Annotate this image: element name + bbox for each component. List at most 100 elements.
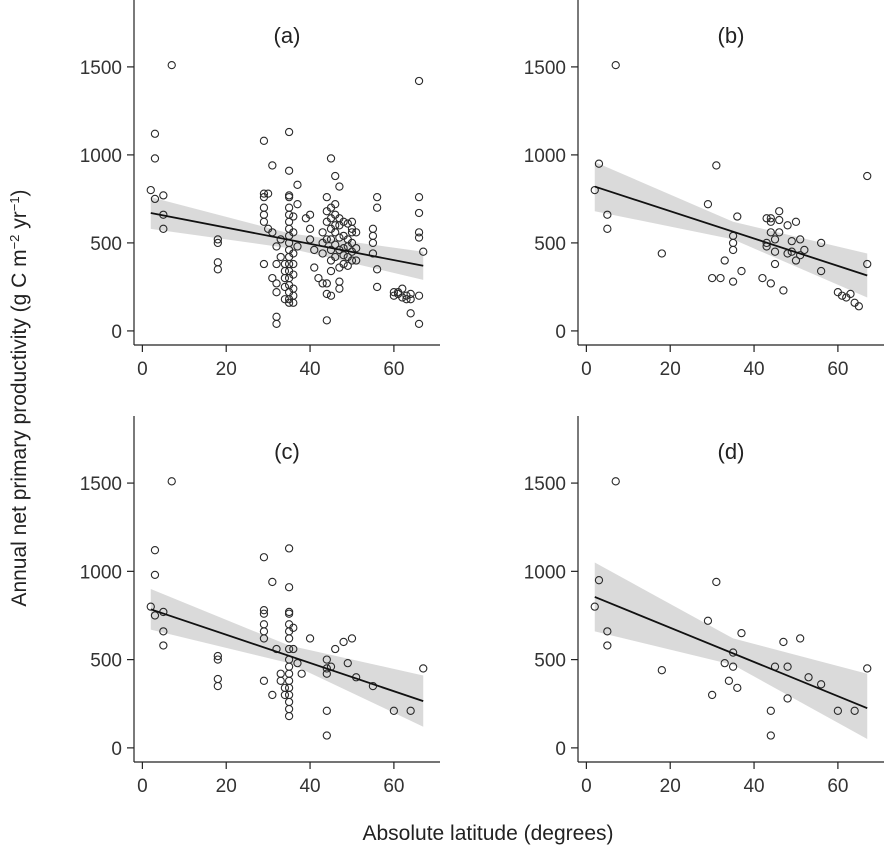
data-point	[339, 217, 348, 226]
data-point	[728, 238, 738, 248]
data-point	[368, 231, 378, 241]
data-point	[322, 706, 331, 715]
data-point	[289, 298, 298, 307]
data-point	[339, 637, 348, 647]
panel-d: 0 500 1000 1500 0 20 40 60 (d)	[524, 416, 884, 797]
data-point	[318, 279, 327, 288]
x-tick-label: 60	[827, 776, 848, 797]
y-tick-label: 0	[111, 322, 122, 343]
data-point	[167, 60, 176, 70]
y-tick-label: 1500	[524, 474, 566, 495]
data-point	[335, 284, 344, 293]
data-point	[783, 662, 792, 671]
data-point	[331, 644, 340, 654]
data-point	[318, 249, 327, 258]
data-point	[796, 634, 805, 643]
data-point	[766, 217, 775, 226]
data-point	[389, 288, 399, 297]
data-point	[724, 676, 734, 685]
data-point	[331, 252, 340, 262]
data-point	[280, 282, 290, 292]
data-point	[289, 228, 298, 237]
data-point	[284, 644, 294, 654]
data-point	[720, 658, 729, 668]
data-point	[406, 289, 415, 299]
data-point	[276, 676, 285, 685]
data-point	[343, 658, 352, 668]
y-tick-label: 500	[534, 234, 566, 255]
data-point	[339, 259, 348, 269]
x-tick-label: 20	[216, 359, 237, 380]
data-point	[389, 706, 399, 715]
data-point	[854, 302, 863, 311]
data-point	[766, 731, 775, 740]
y-axis-title-end: )	[8, 189, 31, 196]
data-point	[268, 690, 277, 700]
data-point	[268, 161, 277, 170]
data-point	[284, 662, 294, 671]
data-point	[712, 161, 721, 170]
data-point	[368, 224, 378, 233]
data-point	[284, 192, 294, 202]
data-point	[590, 602, 599, 611]
data-point	[603, 224, 612, 233]
data-point	[213, 655, 222, 664]
y-tick-label: 1500	[80, 58, 122, 79]
data-point	[775, 215, 784, 225]
data-point	[322, 664, 331, 673]
data-point	[796, 235, 805, 244]
data-point	[213, 258, 222, 267]
data-point	[259, 620, 269, 629]
data-point	[326, 266, 336, 276]
data-point	[284, 690, 294, 700]
y-axis-title: Annual net primary productivity (g C m−2…	[7, 189, 32, 606]
data-point	[284, 669, 294, 678]
data-point	[331, 200, 340, 209]
data-point	[268, 577, 277, 587]
data-point	[213, 651, 222, 661]
data-point	[758, 273, 767, 283]
data-point	[293, 180, 302, 189]
data-point	[603, 627, 612, 636]
data-point	[733, 683, 742, 693]
data-point	[343, 261, 352, 270]
data-point	[347, 634, 357, 643]
data-point	[728, 662, 738, 671]
data-point	[322, 655, 331, 664]
data-point	[259, 676, 269, 685]
data-point	[594, 576, 604, 585]
data-point	[284, 609, 294, 618]
data-point	[150, 570, 160, 580]
data-point	[150, 129, 160, 138]
data-point	[414, 228, 424, 237]
data-point	[289, 249, 298, 258]
data-point	[280, 683, 290, 693]
data-point	[284, 203, 294, 212]
data-point	[284, 127, 294, 137]
data-point	[167, 477, 176, 486]
data-point	[268, 273, 277, 283]
data-point	[289, 644, 298, 654]
data-point	[352, 228, 361, 237]
data-point	[326, 291, 336, 300]
panel-a: 0 500 1000 1500 0 20 40 60 (a)	[80, 0, 440, 380]
y-tick-label: 500	[90, 651, 122, 672]
data-point	[259, 189, 269, 198]
data-point	[863, 171, 872, 181]
data-point	[779, 286, 788, 295]
data-point	[398, 293, 407, 302]
x-tick-label: 40	[299, 776, 320, 797]
data-point	[259, 136, 269, 145]
data-point	[728, 277, 738, 286]
data-point	[259, 609, 269, 618]
data-point	[259, 553, 269, 562]
panel-b: 0 500 1000 1500 0 20 40 60 (b)	[524, 0, 884, 380]
data-point	[419, 247, 428, 256]
data-point	[712, 577, 721, 587]
data-point	[657, 249, 666, 258]
data-point	[159, 191, 168, 200]
data-point	[259, 210, 269, 219]
data-point	[213, 681, 222, 691]
data-point	[372, 203, 382, 212]
